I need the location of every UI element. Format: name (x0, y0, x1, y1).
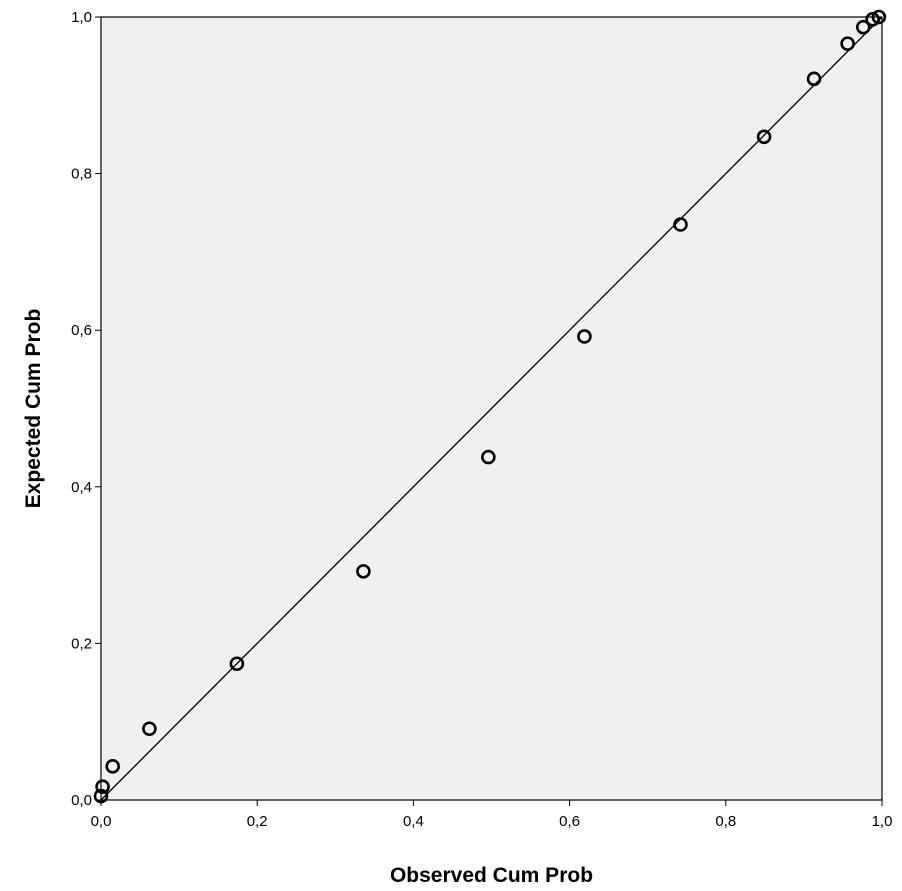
x-axis-ticks: 0,0 0,2 0,4 0,6 0,8 1,0 (91, 800, 893, 830)
x-tick-label: 0,2 (247, 813, 268, 830)
data-point (855, 19, 871, 35)
data-point (95, 779, 110, 794)
x-tick-label: 0,4 (403, 813, 424, 830)
x-tick-label: 0,0 (91, 813, 112, 830)
data-point (840, 36, 855, 51)
data-point (871, 9, 887, 25)
data-point (356, 564, 371, 579)
x-tick-label: 1,0 (872, 813, 893, 830)
data-point (142, 721, 157, 737)
data-points (93, 9, 887, 804)
data-point (806, 71, 822, 87)
data-point (577, 329, 592, 344)
y-axis-ticks: 0,0 0,2 0,4 0,6 0,8 1,0 (71, 9, 101, 809)
data-point (756, 129, 772, 145)
reference-line (100, 16, 883, 801)
data-point (673, 217, 688, 232)
y-axis-title: Expected Cum Prob (22, 309, 45, 509)
y-tick-label: 0,6 (71, 322, 92, 339)
x-tick-label: 0,6 (559, 813, 580, 830)
y-tick-label: 1,0 (71, 9, 92, 26)
y-tick-label: 0,2 (71, 635, 92, 652)
data-point (229, 656, 245, 672)
x-tick-label: 0,8 (715, 813, 736, 830)
y-tick-label: 0,4 (71, 479, 92, 496)
x-axis-title: Observed Cum Prob (390, 864, 593, 887)
y-tick-label: 0,0 (71, 792, 92, 809)
data-point (481, 449, 496, 465)
data-point (93, 788, 109, 804)
data-point (105, 759, 121, 774)
y-tick-label: 0,8 (71, 166, 92, 183)
